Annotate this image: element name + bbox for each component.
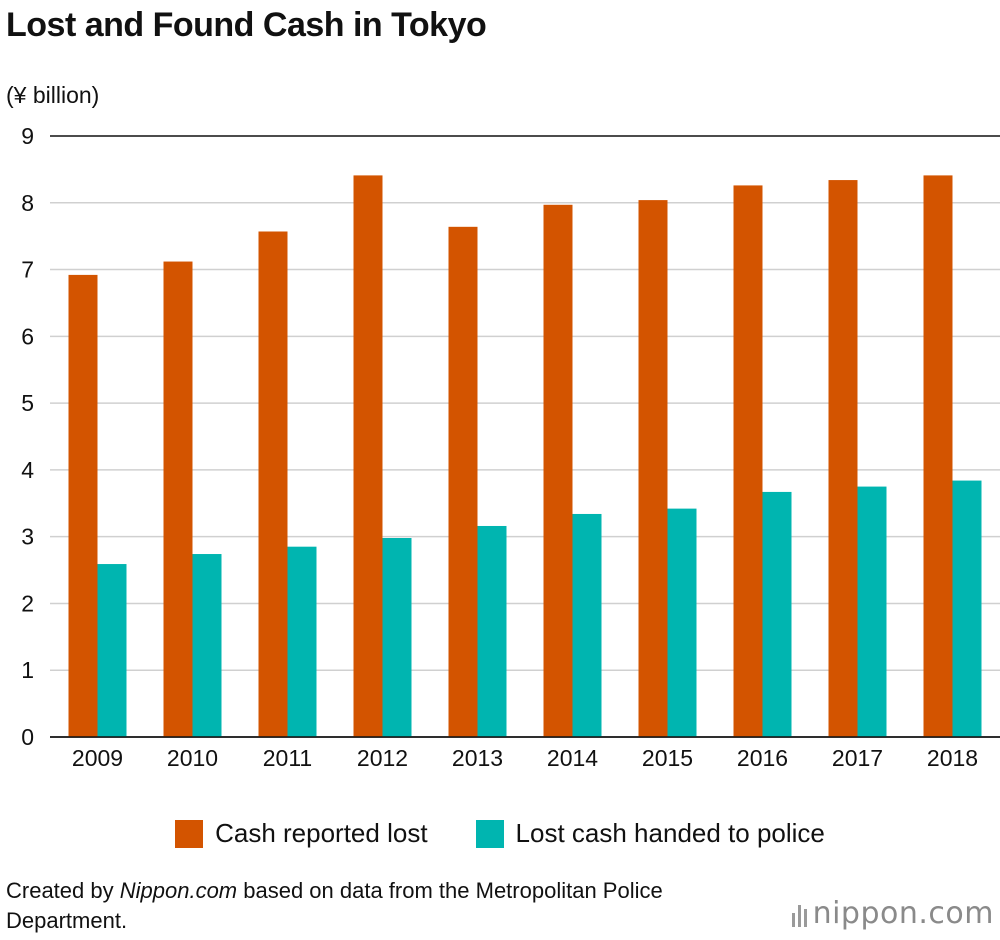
chart-title: Lost and Found Cash in Tokyo [6, 6, 487, 44]
x-tick-label: 2015 [642, 745, 693, 771]
y-tick-label: 2 [21, 590, 34, 616]
source-suffix: based on data from the Metropolitan Poli… [6, 878, 663, 933]
logo-text: nippon.com [812, 896, 994, 931]
chart-legend: Cash reported lost Lost cash handed to p… [0, 818, 1000, 849]
bar-cash-reported-lost [543, 204, 573, 737]
x-tick-label: 2013 [452, 745, 503, 771]
legend-item-lost: Cash reported lost [175, 818, 428, 849]
legend-label-handed: Lost cash handed to police [515, 818, 825, 848]
bar-cash-reported-lost [638, 200, 668, 737]
nippon-logo: nippon.com [791, 896, 994, 931]
bar-chart: 0 1 2 3 4 5 6 7 8 9 2009 2010 2011 2012 2013 2014 2015 20… [21, 123, 1000, 771]
x-tick-label: 2018 [927, 745, 978, 771]
x-tick-label: 2016 [737, 745, 788, 771]
legend-item-handed: Lost cash handed to police [475, 818, 825, 849]
x-tick-label: 2017 [832, 745, 883, 771]
bar-lost-cash-handed [382, 538, 412, 737]
y-axis-unit-label: (¥ billion) [6, 82, 100, 108]
bar-cash-reported-lost [828, 180, 858, 737]
y-tick-label: 6 [21, 323, 34, 349]
y-tick-label: 0 [21, 724, 34, 750]
bar-lost-cash-handed [572, 513, 602, 737]
bar-lost-cash-handed [287, 546, 317, 737]
bar-cash-reported-lost [733, 185, 763, 738]
legend-swatch-lost [175, 819, 204, 848]
legend-label-lost: Cash reported lost [215, 818, 428, 848]
y-tick-label: 9 [21, 123, 34, 149]
y-tick-label: 5 [21, 390, 34, 416]
source-site: Nippon.com [119, 878, 238, 903]
bar-cash-reported-lost [923, 175, 953, 737]
legend-swatch-handed [475, 819, 504, 848]
logo-bars-icon [791, 901, 807, 927]
bar-cash-reported-lost [448, 226, 478, 737]
y-tick-label: 4 [21, 457, 34, 483]
bar-cash-reported-lost [163, 261, 193, 737]
y-tick-label: 7 [21, 257, 34, 283]
x-tick-label: 2012 [357, 745, 408, 771]
bar-cash-reported-lost [68, 274, 98, 737]
bar-lost-cash-handed [192, 554, 222, 737]
y-tick-label: 3 [21, 524, 34, 550]
x-tick-label: 2010 [167, 745, 218, 771]
y-tick-label: 1 [21, 657, 34, 683]
bar-lost-cash-handed [952, 480, 982, 737]
source-note: Created by Nippon.com based on data from… [6, 876, 766, 936]
bar-lost-cash-handed [762, 491, 792, 737]
bar-lost-cash-handed [667, 508, 697, 737]
bar-lost-cash-handed [97, 564, 127, 737]
bar-lost-cash-handed [857, 486, 887, 737]
x-tick-label: 2014 [547, 745, 598, 771]
bar-cash-reported-lost [353, 175, 383, 737]
source-prefix: Created by [6, 878, 120, 903]
x-tick-label: 2011 [263, 745, 312, 771]
x-tick-label: 2009 [72, 745, 123, 771]
bar-lost-cash-handed [477, 525, 507, 737]
bar-cash-reported-lost [258, 231, 288, 737]
y-tick-label: 8 [21, 190, 34, 216]
